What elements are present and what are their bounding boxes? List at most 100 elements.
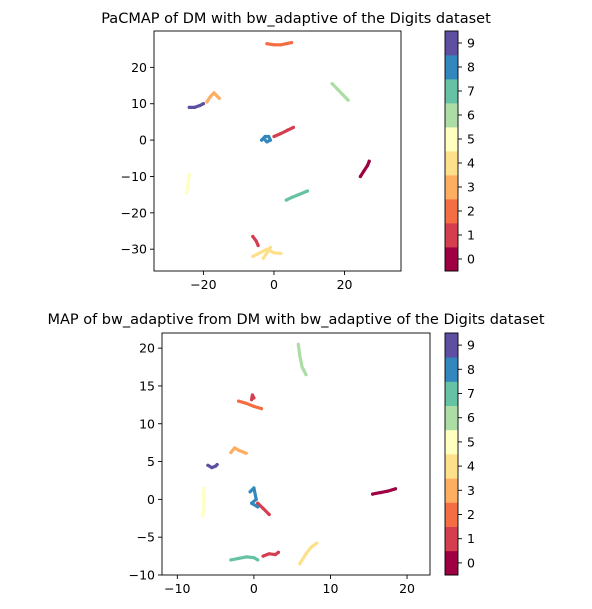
point-digit-0 — [386, 489, 390, 493]
colorbar-tick-label: 8 — [467, 362, 475, 377]
point-digit-3 — [205, 100, 209, 104]
point-digit-7 — [244, 555, 248, 559]
point-digit-9 — [215, 463, 219, 467]
point-digit-5 — [201, 494, 205, 498]
point-digit-1 — [267, 552, 271, 556]
point-digit-7 — [290, 195, 294, 200]
point-digit-3 — [212, 91, 216, 95]
point-digit-2 — [272, 43, 276, 47]
point-digit-1 — [286, 128, 290, 132]
cluster-digit-6 — [296, 342, 308, 377]
colorbar-swatch-4 — [445, 454, 458, 479]
point-digit-6 — [335, 87, 340, 91]
point-digit-4 — [258, 251, 262, 255]
point-digit-8 — [265, 140, 269, 144]
point-digit-0 — [358, 174, 362, 179]
point-digit-5 — [201, 514, 205, 518]
colorbar-swatch-2 — [445, 199, 458, 224]
point-digit-6 — [341, 93, 345, 97]
colorbar-swatch-7 — [445, 79, 458, 104]
x-tick-label: 20 — [399, 581, 415, 596]
cluster-digit-1 — [261, 550, 280, 558]
chart-bottom-y-ticks: −10 −5 0 5 10 15 20 — [129, 341, 162, 583]
x-tick-label: 0 — [270, 277, 278, 292]
x-tick-label: 10 — [323, 581, 339, 596]
chart-top-y-ticks: −30 −20 −10 0 10 20 — [121, 60, 154, 257]
point-digit-2 — [252, 404, 256, 408]
colorbar-swatch-9 — [445, 333, 458, 358]
chart-bottom-frame — [161, 332, 431, 576]
point-digit-1 — [261, 506, 265, 510]
colorbar-tick-label: 5 — [467, 132, 475, 147]
x-tick-label: 20 — [337, 277, 353, 292]
point-digit-5 — [184, 191, 189, 195]
point-digit-1 — [279, 131, 283, 136]
y-tick-label: −20 — [121, 205, 147, 220]
chart-bottom-title: MAP of bw_adaptive from DM with bw_adapt… — [47, 312, 544, 328]
colorbar-swatch-3 — [445, 175, 458, 200]
cluster-digit-9 — [187, 102, 205, 110]
point-digit-2 — [237, 399, 241, 403]
colorbar-swatch-5 — [445, 429, 458, 455]
point-digit-1 — [256, 501, 260, 505]
point-digit-5 — [187, 178, 191, 182]
colorbar-tick-label: 6 — [467, 108, 475, 123]
point-digit-1 — [250, 398, 254, 402]
y-tick-label: −10 — [129, 568, 155, 583]
point-digit-2 — [290, 41, 294, 45]
point-digit-4 — [268, 245, 272, 249]
point-digit-4 — [315, 541, 319, 545]
point-digit-6 — [304, 373, 308, 377]
cluster-digit-4 — [298, 541, 319, 566]
point-digit-2 — [259, 407, 264, 411]
point-digit-4 — [261, 256, 265, 260]
y-tick-label: 15 — [139, 378, 155, 393]
point-digit-1 — [273, 553, 277, 557]
point-digit-8 — [267, 134, 271, 139]
chart-bottom-plot-area — [201, 342, 398, 566]
colorbar-swatch-1 — [445, 526, 458, 552]
colorbar-tick-label: 9 — [467, 36, 475, 51]
point-digit-9 — [198, 103, 202, 108]
cluster-digit-0 — [358, 159, 371, 179]
colorbar-tick-label: 1 — [467, 228, 475, 243]
point-digit-1 — [267, 512, 271, 517]
colorbar-swatch-0 — [445, 550, 458, 576]
colorbar-swatch-8 — [445, 357, 458, 382]
point-digit-1 — [256, 243, 260, 248]
point-digit-0 — [365, 163, 370, 168]
point-digit-8 — [254, 497, 258, 501]
point-digit-0 — [378, 491, 382, 495]
point-digit-1 — [250, 393, 254, 397]
point-digit-3 — [244, 451, 248, 455]
point-digit-0 — [367, 159, 371, 163]
colorbar-tick-label: 3 — [467, 483, 475, 498]
point-digit-9 — [193, 105, 197, 109]
point-digit-1 — [251, 234, 255, 239]
point-digit-4 — [279, 251, 283, 256]
y-tick-label: 20 — [131, 60, 147, 75]
y-tick-label: 0 — [147, 492, 155, 507]
point-digit-7 — [229, 558, 233, 562]
chart-top-colorbar: 0 1 2 3 4 5 6 7 8 9 — [444, 30, 475, 272]
point-digit-5 — [185, 185, 190, 189]
colorbar-swatch-5 — [445, 127, 458, 152]
point-digit-8 — [250, 501, 254, 505]
colorbar-frame — [444, 332, 459, 576]
colorbar-tick-label: 8 — [467, 60, 475, 75]
point-digit-9 — [210, 466, 214, 470]
point-digit-3 — [237, 448, 241, 452]
colorbar-tick-label: 7 — [467, 386, 475, 401]
chart-bottom: MAP of bw_adaptive from DM with bw_adapt… — [47, 312, 544, 596]
chart-bottom-colorbar: 0 1 2 3 4 5 6 7 8 9 — [444, 332, 475, 576]
point-digit-3 — [217, 96, 221, 100]
point-digit-9 — [201, 102, 205, 106]
point-digit-0 — [362, 169, 366, 173]
chart-top-x-ticks: −20 0 20 — [190, 271, 353, 292]
cluster-digit-5 — [184, 173, 191, 195]
y-tick-label: −30 — [121, 242, 147, 257]
point-digit-2 — [244, 401, 248, 405]
point-digit-3 — [233, 446, 237, 450]
colorbar-tick-label: 7 — [467, 84, 475, 99]
